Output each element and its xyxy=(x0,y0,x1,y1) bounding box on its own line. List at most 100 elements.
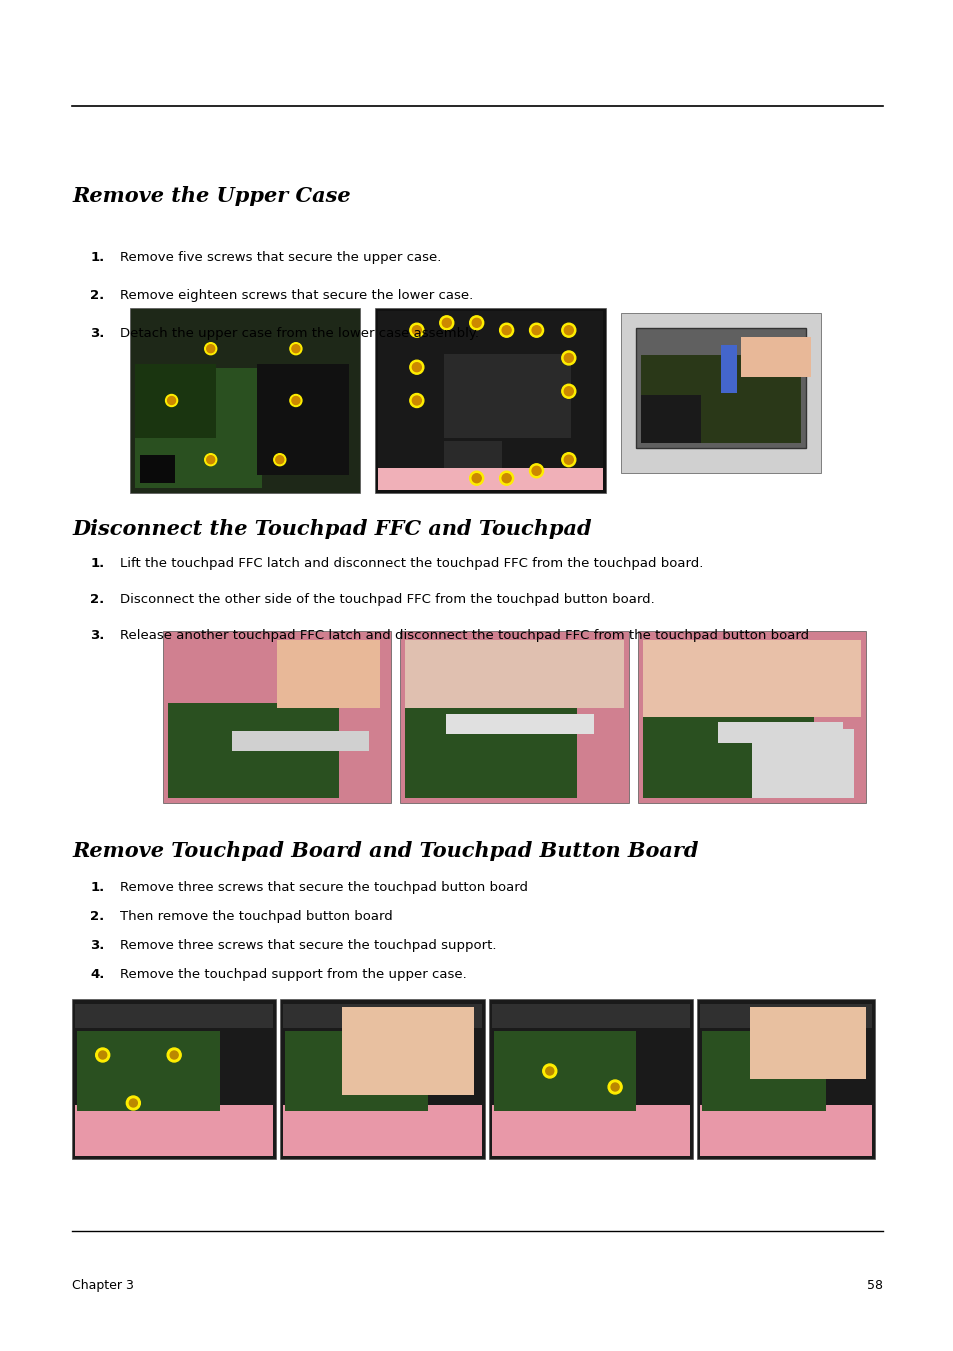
Circle shape xyxy=(442,319,451,327)
Circle shape xyxy=(412,326,421,335)
Text: Detach the upper case from the lower case assembly.: Detach the upper case from the lower cas… xyxy=(120,327,478,340)
Text: Disconnect the other side of the touchpad FFC from the touchpad button board.: Disconnect the other side of the touchpa… xyxy=(120,593,654,607)
Bar xyxy=(72,998,276,1159)
Text: 2.: 2. xyxy=(90,911,104,923)
Text: Lift the touchpad FFC latch and disconnect the touchpad FFC from the touchpad bo: Lift the touchpad FFC latch and disconne… xyxy=(120,557,702,570)
Circle shape xyxy=(168,396,175,404)
Circle shape xyxy=(501,474,511,482)
Text: 58: 58 xyxy=(866,1279,882,1292)
Bar xyxy=(635,328,805,449)
Bar xyxy=(749,1006,865,1079)
Text: Remove Touchpad Board and Touchpad Button Board: Remove Touchpad Board and Touchpad Butto… xyxy=(72,842,698,861)
Text: 4.: 4. xyxy=(90,969,105,981)
Bar xyxy=(75,1004,273,1028)
Bar xyxy=(283,1105,481,1156)
Text: 1.: 1. xyxy=(90,557,104,570)
Circle shape xyxy=(561,453,576,466)
Circle shape xyxy=(501,326,511,335)
Text: Disconnect the Touchpad FFC and Touchpad: Disconnect the Touchpad FFC and Touchpad xyxy=(72,519,591,539)
Circle shape xyxy=(205,454,216,466)
Circle shape xyxy=(499,471,513,485)
Bar xyxy=(642,704,813,798)
Bar xyxy=(699,1105,871,1156)
Bar xyxy=(491,1004,689,1028)
Circle shape xyxy=(98,1051,107,1059)
Text: Remove three screws that secure the touchpad button board: Remove three screws that secure the touc… xyxy=(120,881,528,894)
Bar xyxy=(232,731,368,751)
Circle shape xyxy=(290,343,301,355)
Circle shape xyxy=(529,323,543,338)
Text: Remove three screws that secure the touchpad support.: Remove three screws that secure the touc… xyxy=(120,939,497,952)
Circle shape xyxy=(410,393,423,408)
Text: Remove the Upper Case: Remove the Upper Case xyxy=(72,186,351,205)
Text: Release another touchpad FFC latch and disconnect the touchpad FFC from the touc: Release another touchpad FFC latch and d… xyxy=(120,630,808,642)
Circle shape xyxy=(126,1096,140,1111)
Circle shape xyxy=(472,319,480,327)
Circle shape xyxy=(412,396,421,405)
Bar xyxy=(378,467,602,490)
Bar xyxy=(135,363,215,438)
Circle shape xyxy=(130,1098,137,1106)
Bar xyxy=(405,639,623,708)
Circle shape xyxy=(532,326,540,335)
Bar xyxy=(341,1006,474,1096)
Circle shape xyxy=(290,394,301,407)
Bar xyxy=(642,639,860,717)
Bar xyxy=(491,1105,689,1156)
Text: 3.: 3. xyxy=(90,939,105,952)
Bar xyxy=(637,631,865,802)
Bar xyxy=(620,313,820,473)
Circle shape xyxy=(564,354,573,362)
Circle shape xyxy=(166,394,177,407)
Circle shape xyxy=(207,455,214,463)
Circle shape xyxy=(561,323,576,338)
Circle shape xyxy=(611,1084,618,1092)
Circle shape xyxy=(561,384,576,399)
Circle shape xyxy=(545,1067,553,1075)
Text: 3.: 3. xyxy=(90,327,105,340)
Circle shape xyxy=(561,351,576,365)
Circle shape xyxy=(607,1079,621,1094)
Bar xyxy=(493,1031,636,1111)
Bar xyxy=(130,308,360,493)
Text: Chapter 3: Chapter 3 xyxy=(72,1279,133,1292)
Bar xyxy=(285,1031,428,1111)
Circle shape xyxy=(170,1051,178,1059)
Bar xyxy=(444,354,571,438)
Circle shape xyxy=(205,343,216,355)
Circle shape xyxy=(564,326,573,335)
Circle shape xyxy=(292,345,299,353)
Circle shape xyxy=(410,323,423,338)
Bar xyxy=(444,442,501,474)
Bar xyxy=(400,631,628,802)
Circle shape xyxy=(167,1048,181,1062)
Text: 1.: 1. xyxy=(90,881,104,894)
Circle shape xyxy=(95,1048,110,1062)
Bar xyxy=(277,639,379,708)
Circle shape xyxy=(412,362,421,372)
Text: 3.: 3. xyxy=(90,630,105,642)
Bar xyxy=(696,998,874,1159)
Circle shape xyxy=(532,466,540,476)
Bar xyxy=(488,998,692,1159)
Text: Remove five screws that secure the upper case.: Remove five screws that secure the upper… xyxy=(120,251,441,263)
Bar xyxy=(405,704,576,798)
Circle shape xyxy=(564,455,573,465)
Bar xyxy=(280,998,484,1159)
Text: Then remove the touchpad button board: Then remove the touchpad button board xyxy=(120,911,393,923)
Circle shape xyxy=(469,471,483,485)
Bar xyxy=(740,336,810,377)
Circle shape xyxy=(207,345,214,353)
Bar xyxy=(720,345,736,393)
Text: Remove the touchpad support from the upper case.: Remove the touchpad support from the upp… xyxy=(120,969,466,981)
Bar xyxy=(375,308,605,493)
Bar xyxy=(640,355,800,443)
Circle shape xyxy=(564,386,573,396)
Bar xyxy=(640,394,700,443)
Text: 2.: 2. xyxy=(90,289,104,303)
Circle shape xyxy=(472,474,480,482)
Bar xyxy=(168,704,339,798)
Circle shape xyxy=(274,454,286,466)
Bar xyxy=(751,730,854,798)
Text: 2.: 2. xyxy=(90,593,104,607)
